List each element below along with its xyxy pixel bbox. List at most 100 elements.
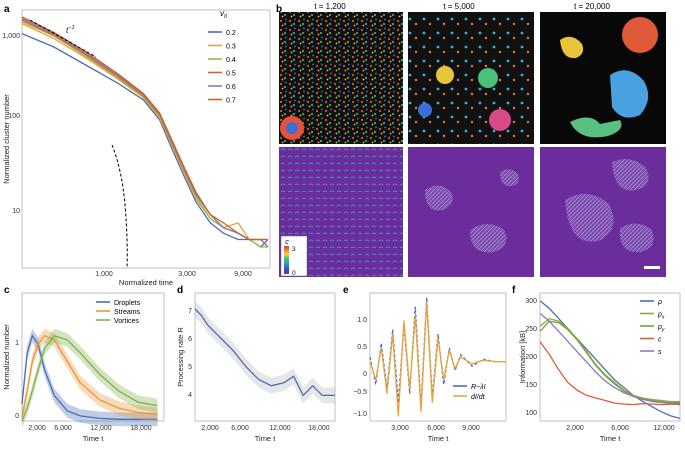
b-droplet	[489, 109, 511, 131]
legend-label: 0.4	[226, 57, 236, 64]
legend-label: Streams	[114, 309, 141, 316]
d-xtick: 6,000	[231, 425, 249, 432]
c-xtick: 2,000	[28, 425, 46, 432]
c-ytick-1: 1	[15, 340, 19, 347]
legend-label: 0.6	[226, 84, 236, 91]
e-xtick: 9,000	[462, 425, 480, 432]
b-title-2: t = 5,000	[443, 2, 475, 11]
series-line-p	[539, 320, 680, 404]
series-line-dI/dt	[369, 302, 506, 417]
legend-label: px	[657, 312, 665, 321]
d-ytick: 5	[188, 364, 192, 371]
legend-label: s	[658, 349, 662, 356]
d-xtick: 2,000	[201, 425, 219, 432]
b-domain	[570, 117, 622, 138]
e-xtick: 6,000	[427, 425, 445, 432]
legend-label: 0.3	[226, 44, 236, 51]
e-xlabel: Time t	[428, 434, 449, 443]
panel-label-a: a	[4, 4, 10, 15]
series-line-ρ	[539, 300, 681, 420]
f-ytick: 250	[525, 326, 537, 333]
colorbar-label: c	[285, 239, 289, 246]
series-band	[22, 328, 158, 427]
series-line-Vortices	[21, 334, 158, 422]
b-title-1: t = 1,200	[314, 2, 346, 11]
panel-label-e: e	[343, 285, 349, 296]
series-line-Streams	[21, 334, 158, 417]
c-ylabel: Normalized number	[2, 324, 11, 390]
e-xtick: 3,000	[391, 425, 409, 432]
a-xtick-9000: 9,000	[234, 271, 252, 278]
e-ytick: −1.0	[353, 411, 367, 418]
legend-title: v0	[220, 9, 228, 20]
series-line-c	[539, 341, 681, 406]
e-ytick: 1.0	[357, 317, 367, 324]
f-ytick: 200	[525, 354, 537, 361]
powerlaw-line	[29, 19, 97, 58]
panel-label-c: c	[4, 285, 10, 296]
legend-label: R−λI	[471, 384, 486, 391]
panel-label-b: b	[276, 4, 282, 15]
e-ytick: 0.5	[357, 344, 367, 351]
legend-label: 0.7	[226, 98, 236, 105]
panel-d-chart: 7 6 5 4 2,000 6,000 12,000 18,000 Time t…	[176, 292, 336, 443]
series-line-p	[539, 317, 680, 403]
f-xlabel: Time t	[600, 434, 621, 443]
d-ytick: 7	[188, 308, 192, 315]
series-line-0.2	[21, 33, 269, 248]
scale-bar	[644, 266, 660, 269]
d-xtick: 12,000	[269, 425, 291, 432]
b-cluster	[470, 224, 507, 253]
panel-e-chart: R−λI dI/dt 1.0 0.5 0 −0.5 −1.0 3,000 6,00…	[353, 292, 507, 443]
c-xlabel: Time t	[83, 434, 104, 443]
d-ytick: 4	[188, 392, 192, 399]
f-ylabel: Information [kB]	[518, 331, 527, 384]
b-cluster	[425, 185, 453, 211]
legend-label: c	[658, 337, 662, 344]
a-xlabel: Normalized time	[119, 278, 173, 287]
b-cluster	[612, 159, 649, 191]
series-line-Droplets	[21, 334, 158, 420]
panel-label-d: d	[177, 285, 183, 296]
series-line-0.3	[21, 23, 268, 241]
f-xtick: 6,000	[611, 425, 629, 432]
legend-label: Droplets	[114, 300, 141, 307]
panel-e-frame	[369, 292, 507, 422]
legend-label: 0.5	[226, 71, 236, 78]
panel-c-frame	[21, 292, 165, 422]
e-ytick: −0.5	[353, 389, 367, 396]
b-cluster	[565, 193, 614, 242]
legend-label: dI/dt	[471, 394, 486, 401]
series-line-0.7	[21, 16, 268, 241]
b-droplet	[478, 68, 498, 88]
series-band	[22, 328, 158, 424]
series-line-s	[539, 312, 681, 405]
c-xtick: 6,000	[54, 425, 72, 432]
legend-label: 0.2	[226, 30, 236, 37]
b-domain	[560, 36, 584, 59]
panel-d-frame	[194, 292, 336, 422]
colorbar-tick-0: 0	[292, 270, 296, 277]
e-ytick: 0	[363, 371, 367, 378]
legend-label: ρ	[657, 299, 662, 306]
d-ytick: 6	[188, 336, 192, 343]
b-cluster	[619, 223, 654, 253]
b-image-t5000-bottom	[408, 147, 534, 277]
a-ylabel: Normalized cluster number	[2, 94, 11, 184]
b-droplet	[436, 66, 454, 84]
b-droplet	[418, 103, 432, 117]
series-line-R	[194, 308, 335, 397]
panel-b-images: t = 1,200 t = 5,000 t = 20,000	[279, 2, 666, 277]
panel-label-f: f	[512, 285, 516, 296]
d-xlabel: Time t	[255, 434, 276, 443]
b-cluster	[500, 169, 519, 187]
f-ytick: 150	[525, 382, 537, 389]
legend-label: Vortices	[114, 318, 139, 325]
powerlaw-label: t−1	[66, 25, 75, 35]
d-ylabel: Processing rate R	[176, 327, 185, 387]
f-ytick: 100	[525, 410, 537, 417]
b-domain	[610, 70, 649, 118]
